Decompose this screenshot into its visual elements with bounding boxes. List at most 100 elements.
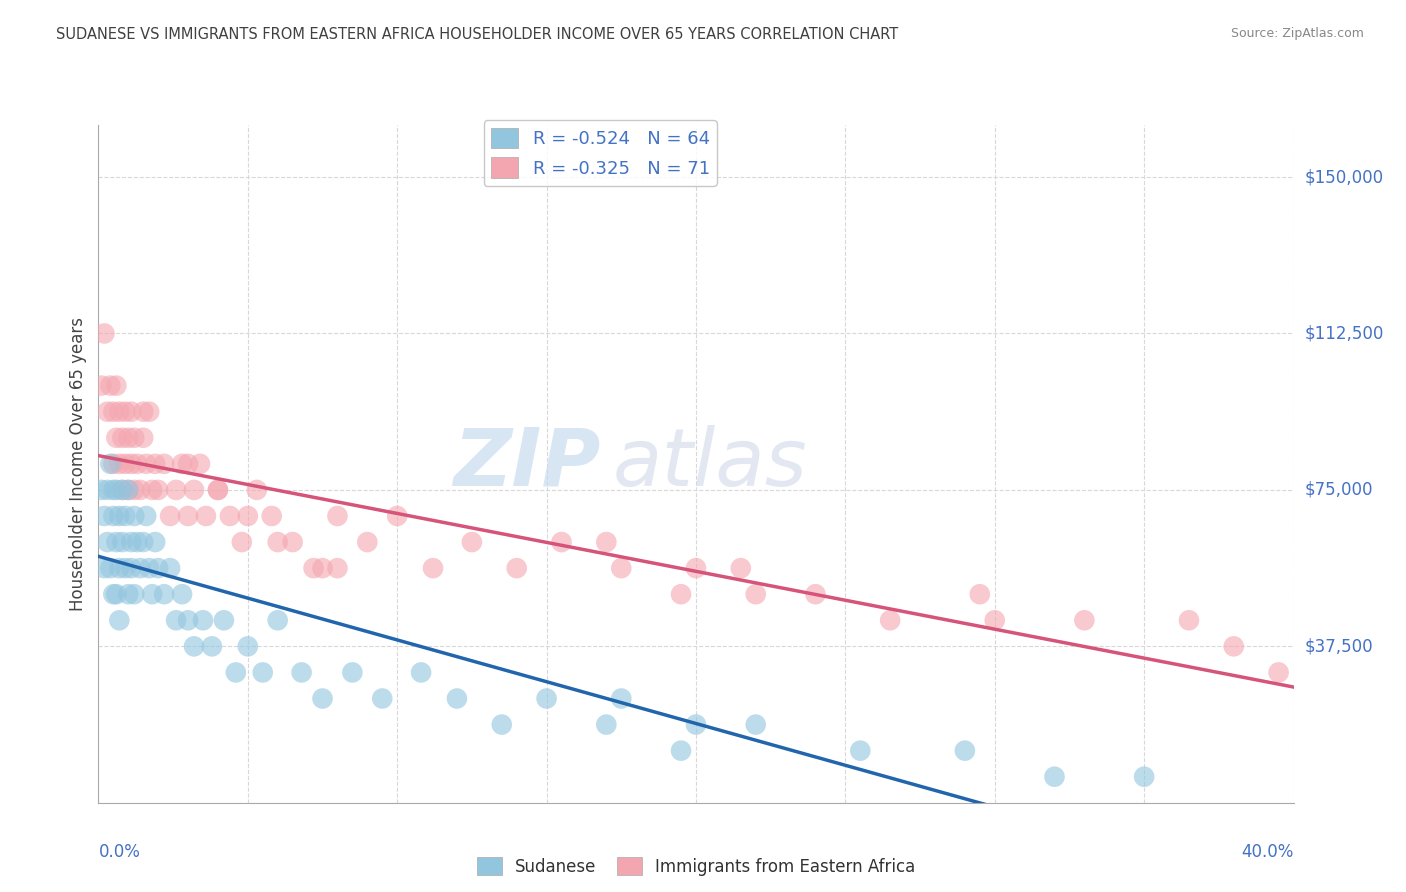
Point (188, 457, 211, 471)
Point (127, 535, 149, 549)
Point (207, 483, 229, 497)
Point (685, 561, 707, 575)
Point (108, 508, 131, 523)
Legend: Sudanese, Immigrants from Eastern Africa: Sudanese, Immigrants from Eastern Africa (470, 851, 922, 882)
Point (610, 691, 633, 706)
Point (105, 587, 128, 601)
Point (172, 457, 194, 471)
Text: Source: ZipAtlas.com: Source: ZipAtlas.com (1230, 27, 1364, 40)
Point (120, 561, 142, 575)
Point (212, 613, 235, 627)
Point (165, 483, 187, 497)
Point (461, 535, 484, 549)
Point (342, 665, 364, 680)
Point (143, 457, 166, 471)
Point (111, 483, 134, 497)
Point (983, 613, 1005, 627)
Point (260, 508, 283, 523)
Point (1043, 770, 1066, 784)
Point (114, 508, 136, 523)
Point (108, 561, 131, 575)
Point (120, 457, 142, 471)
Point (93, 561, 115, 575)
Point (201, 640, 224, 654)
Point (114, 405, 136, 419)
Point (120, 405, 142, 419)
Point (411, 665, 433, 680)
Point (98, 561, 122, 575)
Point (685, 717, 707, 731)
Point (117, 483, 139, 497)
Point (207, 483, 229, 497)
Point (177, 457, 200, 471)
Point (129, 561, 152, 575)
Point (849, 744, 872, 758)
Point (105, 535, 128, 549)
Point (879, 613, 901, 627)
Point (148, 483, 170, 497)
Point (177, 508, 200, 523)
Point (536, 691, 558, 706)
Point (953, 744, 976, 758)
Point (143, 535, 166, 549)
Point (1133, 770, 1156, 784)
Point (96, 483, 118, 497)
Point (491, 717, 513, 731)
Point (804, 587, 827, 601)
Point (595, 717, 617, 731)
Point (135, 457, 157, 471)
Point (236, 508, 259, 523)
Point (159, 561, 181, 575)
Point (132, 405, 155, 419)
Point (103, 405, 125, 419)
Point (225, 665, 247, 680)
Point (114, 457, 136, 471)
Point (326, 508, 349, 523)
Point (191, 613, 214, 627)
Point (446, 691, 468, 706)
Point (141, 483, 163, 497)
Point (730, 561, 752, 575)
Point (267, 613, 290, 627)
Point (745, 587, 768, 601)
Point (117, 587, 139, 601)
Point (117, 431, 139, 445)
Point (108, 613, 131, 627)
Text: $112,500: $112,500 (1305, 325, 1384, 343)
Point (183, 640, 205, 654)
Text: 40.0%: 40.0% (1241, 844, 1294, 862)
Point (98, 378, 122, 392)
Point (1073, 613, 1095, 627)
Point (252, 665, 274, 680)
Point (745, 717, 768, 731)
Point (132, 431, 155, 445)
Text: ZIP: ZIP (453, 425, 600, 503)
Point (111, 535, 134, 549)
Point (111, 483, 134, 497)
Point (120, 535, 142, 549)
Point (550, 535, 572, 549)
Point (103, 508, 125, 523)
Point (103, 483, 125, 497)
Point (124, 483, 146, 497)
Point (127, 457, 149, 471)
Point (93, 326, 115, 341)
Point (506, 561, 529, 575)
Point (183, 483, 205, 497)
Point (326, 561, 349, 575)
Text: atlas: atlas (612, 425, 807, 503)
Point (108, 405, 131, 419)
Point (111, 431, 134, 445)
Point (90, 483, 112, 497)
Point (311, 691, 333, 706)
Point (356, 535, 378, 549)
Point (595, 535, 617, 549)
Point (105, 483, 128, 497)
Point (177, 613, 200, 627)
Text: $150,000: $150,000 (1305, 168, 1384, 186)
Point (132, 535, 155, 549)
Point (159, 508, 181, 523)
Point (1178, 613, 1201, 627)
Text: SUDANESE VS IMMIGRANTS FROM EASTERN AFRICA HOUSEHOLDER INCOME OVER 65 YEARS CORR: SUDANESE VS IMMIGRANTS FROM EASTERN AFRI… (56, 27, 898, 42)
Point (969, 587, 991, 601)
